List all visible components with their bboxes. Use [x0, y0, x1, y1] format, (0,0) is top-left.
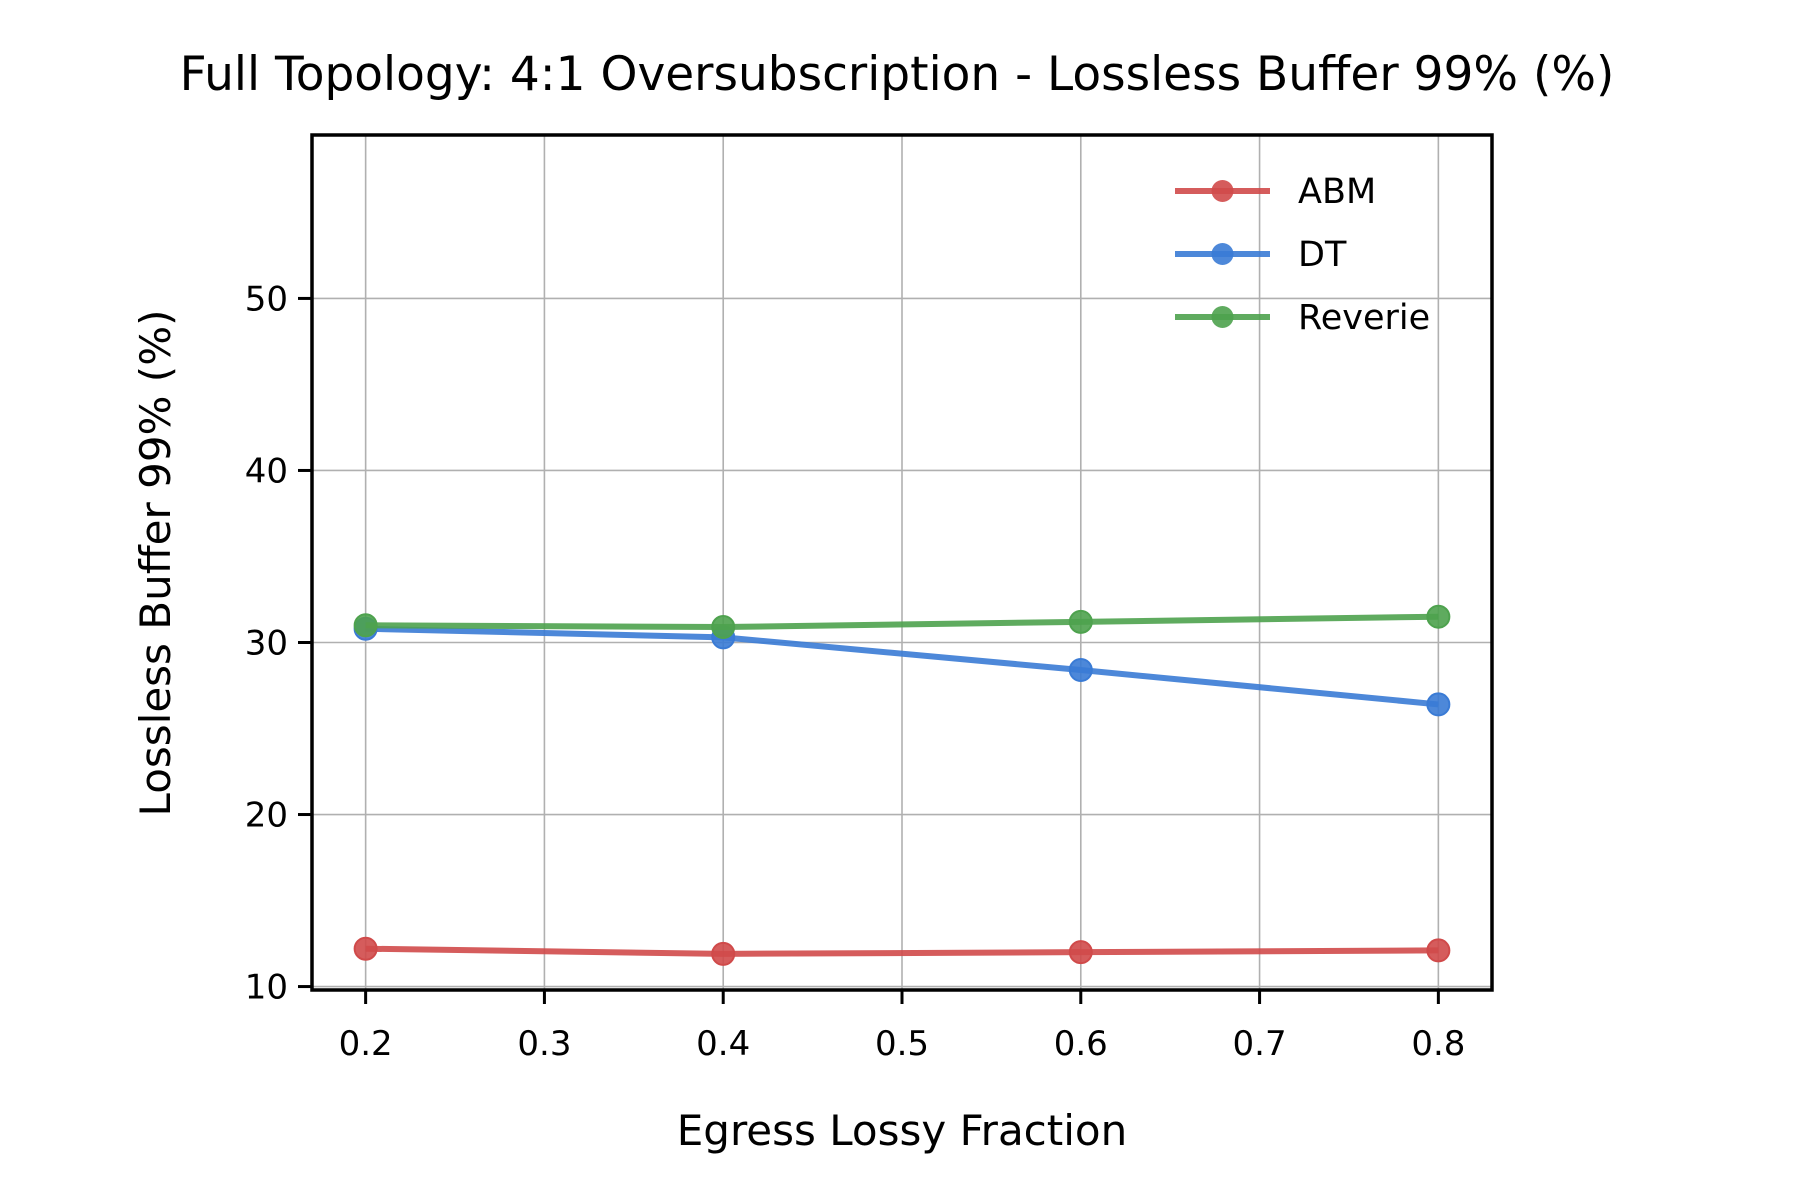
- data-point: [1426, 938, 1451, 963]
- series-layer: [353, 604, 1451, 966]
- x-axis: 0.2 0.3 0.4 0.5 0.6 0.7 0.8: [339, 990, 1465, 1064]
- legend-item-abm: ABM: [1175, 172, 1376, 212]
- data-point: [1426, 604, 1451, 629]
- x-tick-label: 0.3: [517, 1024, 571, 1064]
- y-axis-label: Lossless Buffer 99% (%): [131, 310, 180, 817]
- legend-marker: [1211, 180, 1234, 202]
- legend-item-reverie: Reverie: [1175, 298, 1430, 338]
- series-abm: [353, 936, 1451, 966]
- chart-title: Full Topology: 4:1 Oversubscription - Lo…: [180, 47, 1615, 102]
- y-tick-label: 30: [245, 623, 288, 663]
- data-point: [1068, 609, 1093, 634]
- y-axis: 10 20 30 40 50: [245, 279, 312, 1008]
- x-tick-label: 0.8: [1411, 1024, 1465, 1064]
- x-axis-label: Egress Lossy Fraction: [677, 1106, 1127, 1155]
- legend-marker: [1211, 306, 1234, 328]
- y-tick-label: 40: [245, 451, 288, 491]
- x-tick-label: 0.6: [1054, 1024, 1108, 1064]
- x-tick-label: 0.4: [696, 1024, 750, 1064]
- series-reverie: [353, 604, 1451, 640]
- y-tick-label: 20: [245, 796, 288, 836]
- data-point: [353, 936, 378, 961]
- data-point: [1068, 940, 1093, 965]
- y-tick-label: 10: [245, 968, 288, 1008]
- legend-item-dt: DT: [1175, 235, 1347, 275]
- x-tick-label: 0.7: [1233, 1024, 1287, 1064]
- x-tick-label: 0.5: [875, 1024, 929, 1064]
- x-tick-label: 0.2: [339, 1024, 393, 1064]
- y-tick-label: 50: [245, 279, 288, 319]
- data-point: [711, 941, 736, 966]
- data-point: [353, 613, 378, 638]
- series-line: [365, 613, 1439, 631]
- legend-label: Reverie: [1298, 298, 1430, 338]
- legend-label: DT: [1298, 235, 1347, 275]
- legend-marker: [1211, 243, 1234, 265]
- legend: ABM DT Reverie: [1175, 172, 1430, 338]
- data-point: [1068, 658, 1093, 683]
- legend-label: ABM: [1298, 172, 1376, 212]
- data-point: [1426, 692, 1451, 717]
- data-point: [711, 615, 736, 640]
- series-line: [365, 945, 1439, 957]
- series-line: [365, 625, 1439, 708]
- grid: [312, 135, 1492, 990]
